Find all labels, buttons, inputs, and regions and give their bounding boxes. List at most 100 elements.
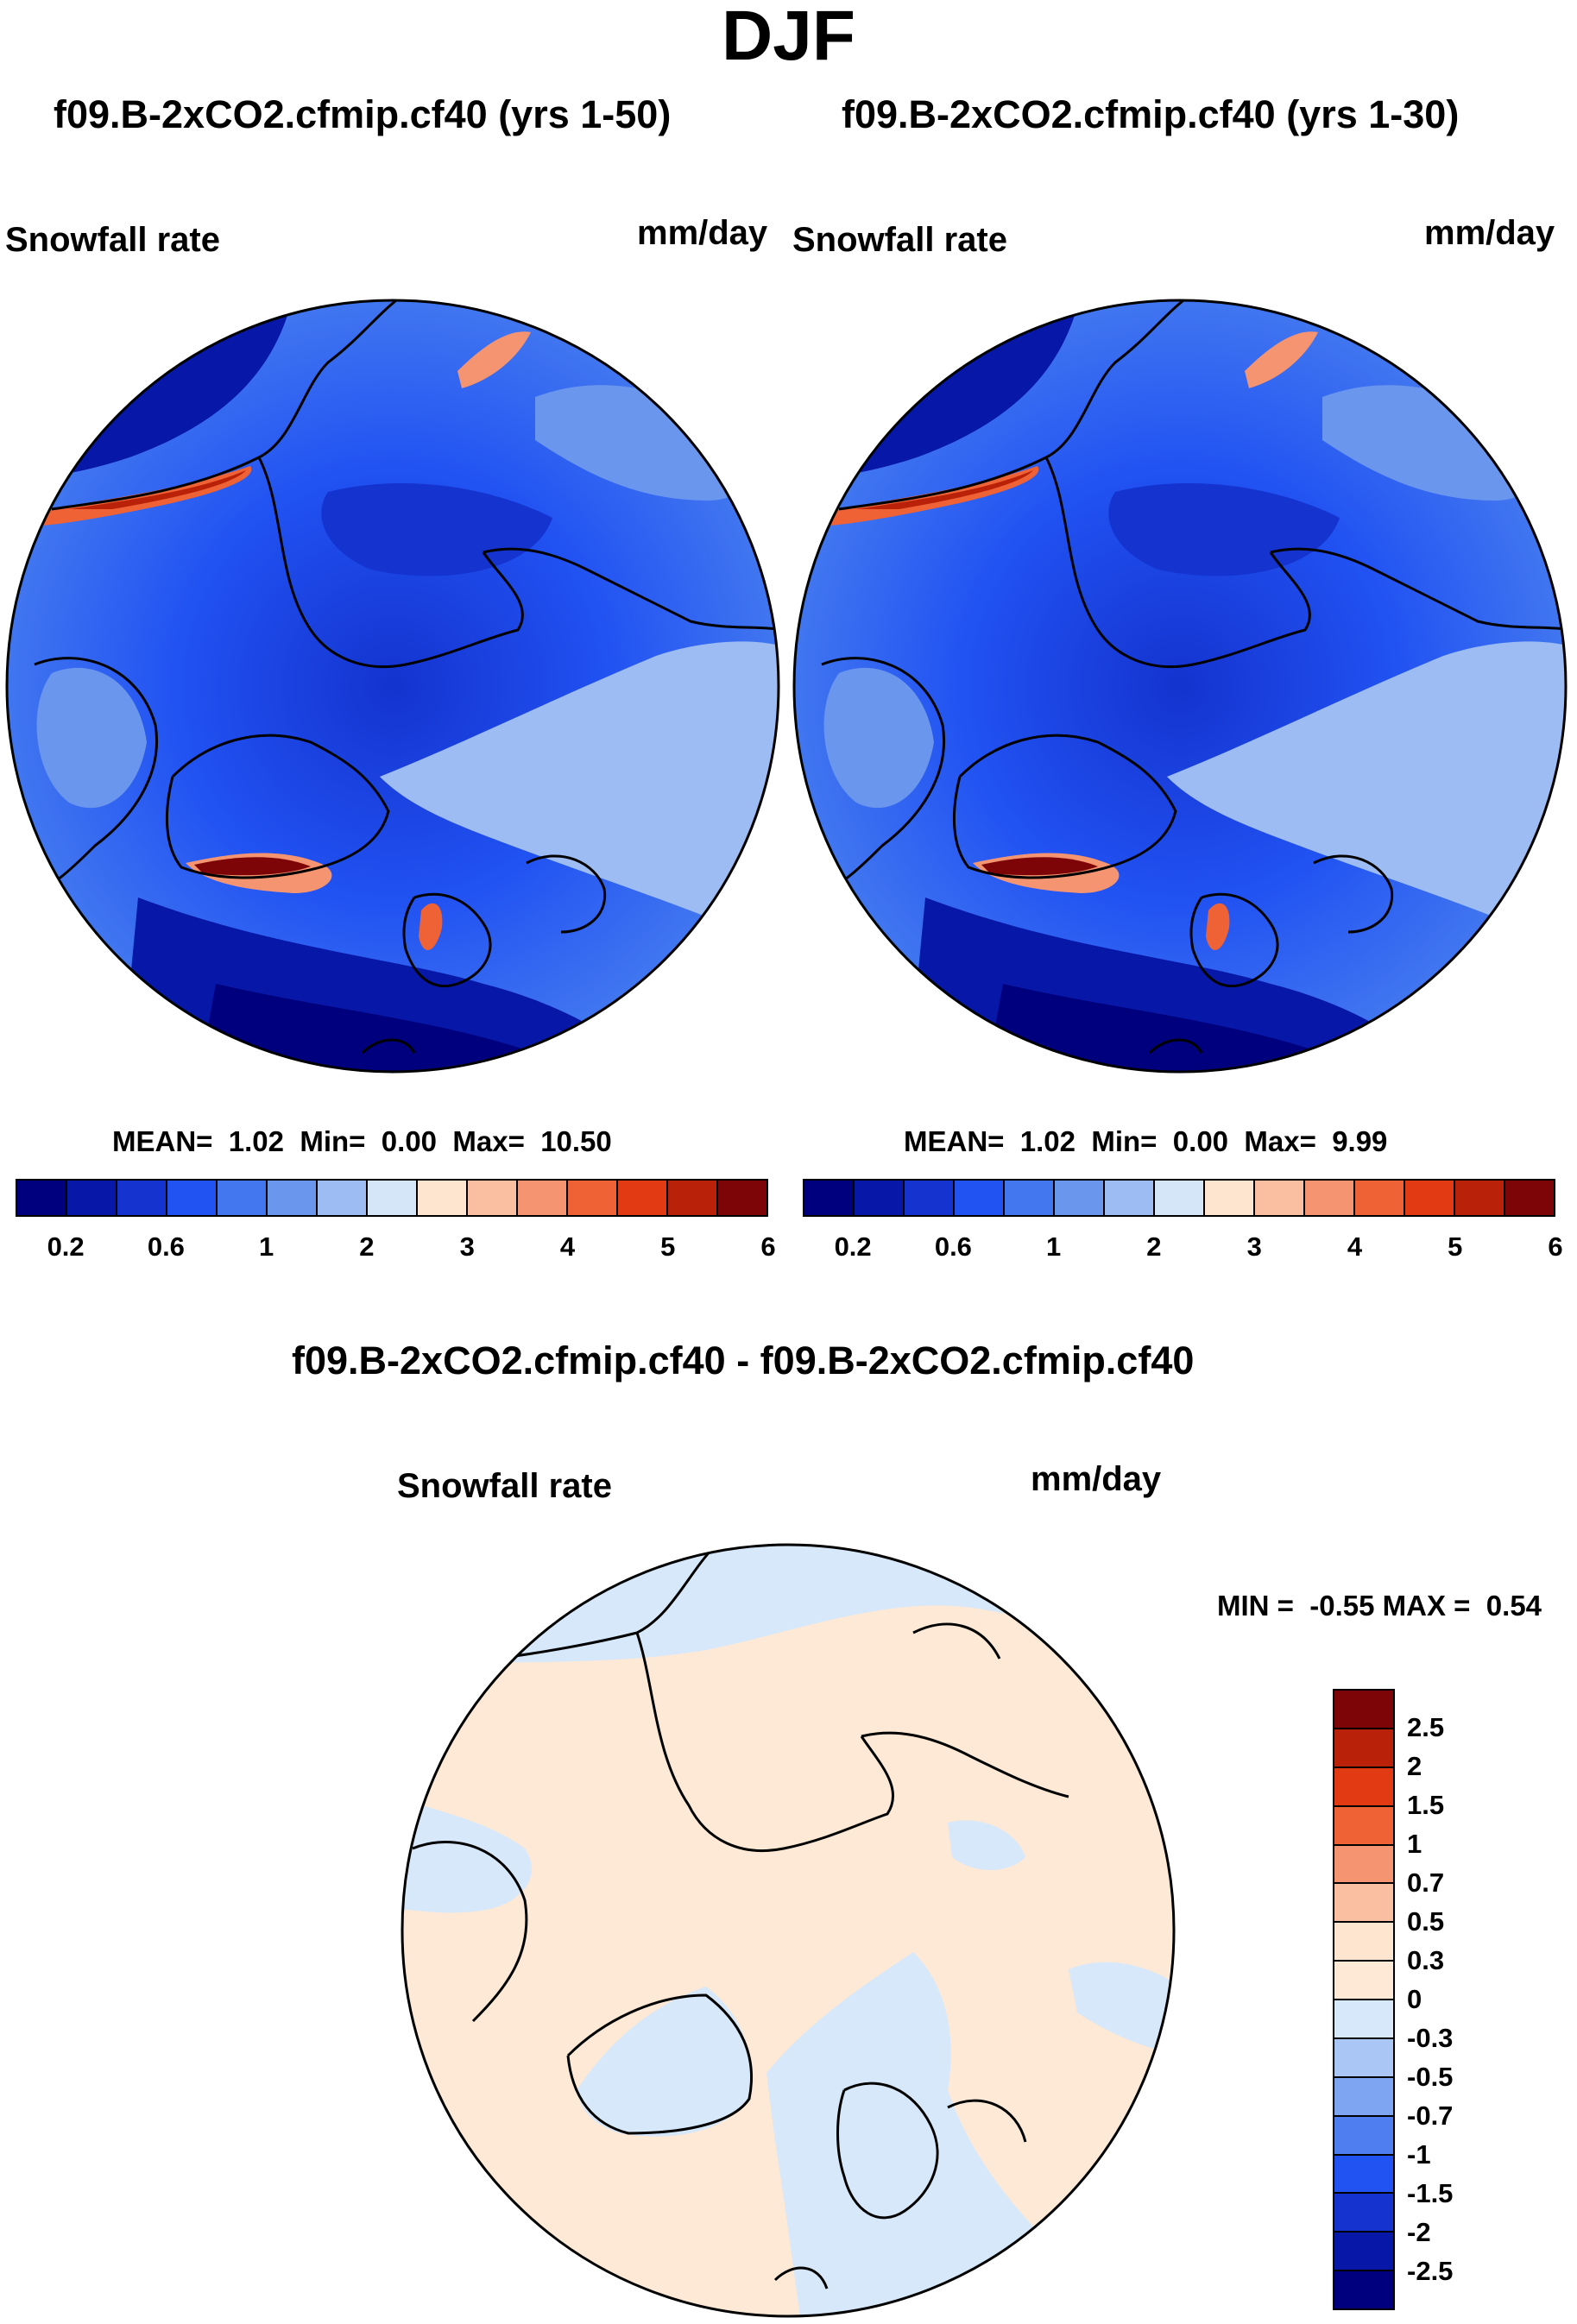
- panel2-colorbar-swatch: [1405, 1181, 1455, 1215]
- panel2-min-value: 0.00: [1172, 1125, 1229, 1157]
- panel1-variable-label: Snowfall rate: [5, 221, 220, 259]
- diff-colorbar-tick-label: 0.7: [1407, 1867, 1445, 1898]
- panel1-colorbar-tick-label: 5: [660, 1231, 676, 1262]
- panel2-snow-field-alaska: [823, 667, 934, 809]
- panel2-colorbar-tick-label: 1: [1046, 1231, 1062, 1262]
- panel2-colorbar-swatch: [1155, 1181, 1205, 1215]
- panel1-colorbar-swatch: [468, 1181, 518, 1215]
- diff-colorbar-tick-label: -2: [1407, 2217, 1431, 2247]
- panel2-polar-map: [792, 299, 1568, 1074]
- panel1-mean-label: MEAN=: [112, 1125, 213, 1157]
- panel1-colorbar-swatch: [668, 1181, 718, 1215]
- panel2-colorbar-swatch: [955, 1181, 1005, 1215]
- diff-min-value: -0.55: [1309, 1590, 1375, 1622]
- panel2-variable-label: Snowfall rate: [792, 221, 1007, 259]
- panel1-colorbar-ticks: 0.2 0.6 1 2 3 4 5 6: [16, 1231, 776, 1267]
- diff-min-label: MIN =: [1217, 1590, 1294, 1622]
- diff-colorbar-swatch: [1334, 1691, 1393, 1729]
- panel1-colorbar-swatch: [167, 1181, 218, 1215]
- panel2-snow-field-kamchatka: [1245, 331, 1318, 388]
- panel2-colorbar-swatch: [1305, 1181, 1355, 1215]
- panel2-colorbar-swatch: [1505, 1181, 1554, 1215]
- diff-colorbar-swatch: [1334, 1923, 1393, 1962]
- diff-colorbar-tick-label: -0.3: [1407, 2023, 1454, 2053]
- diff-panel-title: f09.B-2xCO2.cfmip.cf40 - f09.B-2xCO2.cfm…: [292, 1338, 1195, 1382]
- diff-field-atlantic-negative: [766, 1952, 1051, 2316]
- diff-colorbar-ticks: 2.5 2 1.5 1 0.7 0.5 0.3 0 -0.3 -0.5 -0.7 -1 -1.5 -2 -2…: [1407, 1689, 1511, 2310]
- panel2-snow-field-norway: [1206, 903, 1230, 951]
- panel2-colorbar-swatch: [1005, 1181, 1055, 1215]
- panel1-map-border: [5, 299, 780, 1074]
- diff-map-border: [401, 1543, 1176, 2318]
- panel1-colorbar: [16, 1179, 768, 1217]
- panel2-title: f09.B-2xCO2.cfmip.cf40 (yrs 1-30): [842, 92, 1460, 136]
- diff-field-greenland-negative: [577, 1987, 752, 2137]
- panel1-colorbar-tick-label: 0.6: [147, 1231, 185, 1262]
- panel1-snow-field-arctic-core: [321, 483, 552, 576]
- panel1-stats: MEAN= 1.02 Min= 0.00 Max= 10.50: [112, 1125, 612, 1158]
- panel1-colorbar-tick-label: 0.2: [47, 1231, 85, 1262]
- diff-colorbar-swatch: [1334, 2233, 1393, 2272]
- panel2-colorbar-tick-label: 4: [1347, 1231, 1363, 1262]
- diff-colorbar-tick-label: 1.5: [1407, 1790, 1445, 1820]
- diff-colorbar-tick-label: -1.5: [1407, 2178, 1454, 2208]
- panel2-colorbar-swatch: [804, 1181, 855, 1215]
- diff-colorbar: [1333, 1689, 1395, 2310]
- diff-field-alaska-negative: [402, 1797, 532, 1913]
- diff-colorbar-swatch: [1334, 2155, 1393, 2195]
- diff-max-value: 0.54: [1486, 1590, 1542, 1622]
- panel1-snow-field-atlantic-core: [199, 984, 552, 1072]
- panel1-snow-field-alaska: [36, 667, 147, 809]
- panel2-snow-field-atlantic-core: [986, 984, 1340, 1072]
- panel2-colorbar-tick-label: 6: [1548, 1231, 1563, 1262]
- panel1-colorbar-swatch: [17, 1181, 67, 1215]
- panel2-colorbar-tick-label: 3: [1246, 1231, 1262, 1262]
- panel2-colorbar-swatch: [1255, 1181, 1305, 1215]
- panel1-colorbar-swatch: [117, 1181, 167, 1215]
- panel1-snow-field-kamchatka: [457, 331, 531, 388]
- season-title: DJF: [722, 0, 855, 75]
- diff-colorbar-swatch: [1334, 2077, 1393, 2117]
- panel1-colorbar-swatch: [518, 1181, 568, 1215]
- panel1-colorbar-swatch: [418, 1181, 468, 1215]
- panel1-min-label: Min=: [300, 1125, 366, 1157]
- diff-colorbar-swatch: [1334, 1729, 1393, 1768]
- diff-panel-polar-map: [401, 1543, 1176, 2318]
- diff-colorbar-swatch: [1334, 1845, 1393, 1885]
- diff-colorbar-swatch: [1334, 2194, 1393, 2233]
- diff-colorbar-swatch: [1334, 2271, 1393, 2308]
- panel1-colorbar-swatch: [268, 1181, 318, 1215]
- panel1-colorbar-swatch: [568, 1181, 618, 1215]
- panel2-max-value: 9.99: [1332, 1125, 1388, 1157]
- panel2-mean-label: MEAN=: [904, 1125, 1005, 1157]
- diff-colorbar-tick-label: 1: [1407, 1829, 1422, 1859]
- diff-colorbar-tick-label: 0.3: [1407, 1945, 1445, 1975]
- panel1-title: f09.B-2xCO2.cfmip.cf40 (yrs 1-50): [54, 92, 672, 136]
- diff-colorbar-tick-label: -0.5: [1407, 2062, 1454, 2092]
- diff-colorbar-tick-label: 0: [1407, 1984, 1422, 2014]
- panel1-colorbar-swatch: [67, 1181, 117, 1215]
- panel2-colorbar-ticks: 0.2 0.6 1 2 3 4 5 6: [803, 1231, 1563, 1267]
- diff-colorbar-tick-label: -1: [1407, 2139, 1431, 2170]
- diff-field-siberia-negative: [1069, 1962, 1174, 2056]
- panel1-colorbar-tick-label: 1: [259, 1231, 274, 1262]
- panel2-colorbar-swatch: [1355, 1181, 1405, 1215]
- diff-panel-variable-label: Snowfall rate: [397, 1467, 612, 1505]
- diff-panel-units-label: mm/day: [1031, 1460, 1162, 1498]
- diff-colorbar-tick-label: 2: [1407, 1751, 1422, 1781]
- panel1-colorbar-swatch: [618, 1181, 668, 1215]
- diff-colorbar-swatch: [1334, 2038, 1393, 2078]
- panel2-max-label: Max=: [1244, 1125, 1316, 1157]
- panel2-colorbar-tick-label: 0.6: [934, 1231, 972, 1262]
- diff-colorbar-swatch: [1334, 2116, 1393, 2156]
- panel2-colorbar-tick-label: 2: [1146, 1231, 1162, 1262]
- panel1-coastlines: [25, 300, 779, 1055]
- panel2-coastlines: [812, 300, 1566, 1055]
- panel2-snow-field-arctic-core: [1108, 483, 1340, 576]
- panel2-min-label: Min=: [1091, 1125, 1158, 1157]
- diff-max-label: MAX =: [1382, 1590, 1471, 1622]
- diff-colorbar-tick-label: 0.5: [1407, 1906, 1445, 1937]
- diff-colorbar-swatch: [1334, 1962, 1393, 2000]
- diff-colorbar-tick-label: -0.7: [1407, 2100, 1454, 2131]
- panel1-colorbar-tick-label: 3: [459, 1231, 475, 1262]
